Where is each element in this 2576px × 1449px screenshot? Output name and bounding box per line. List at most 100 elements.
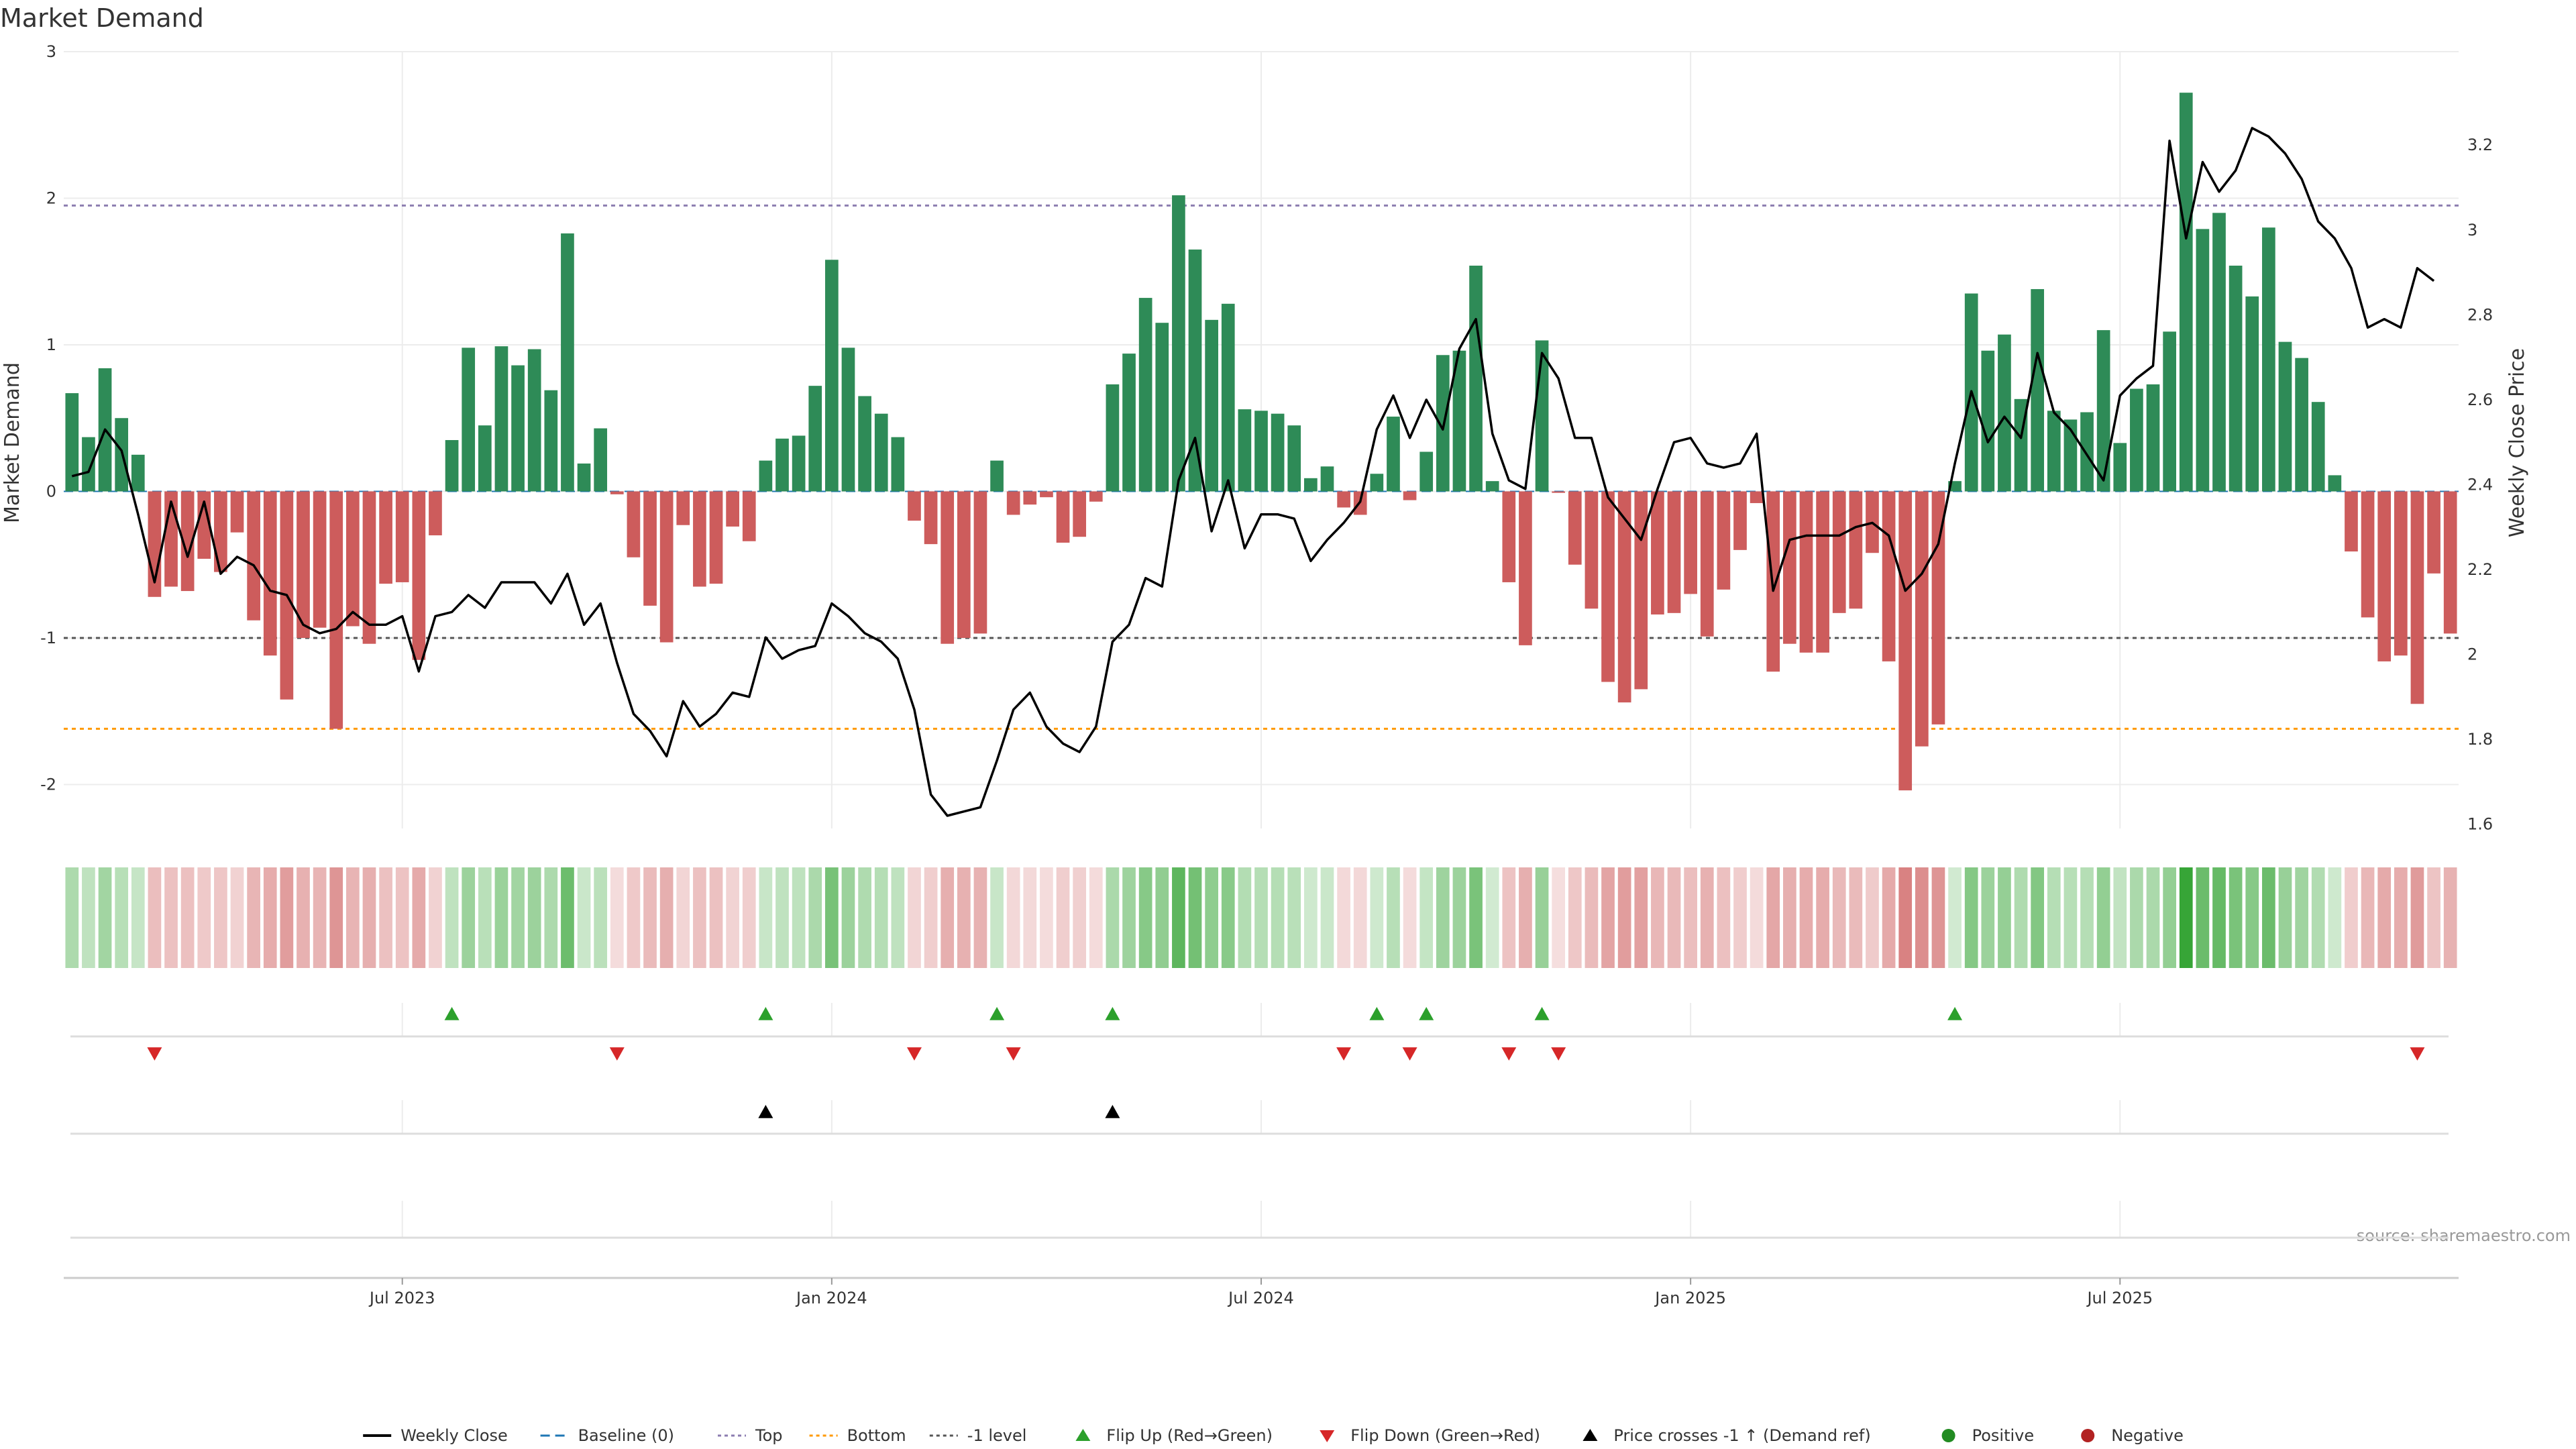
demand-bar — [1370, 474, 1384, 492]
demand-bar — [825, 260, 839, 492]
legend-label: Flip Down (Green→Red) — [1350, 1426, 1540, 1445]
heat-cell — [2031, 867, 2045, 968]
flip-down-marker — [1006, 1047, 1021, 1061]
heat-cell — [1304, 867, 1318, 968]
demand-bar — [346, 491, 360, 627]
heat-cell — [1254, 867, 1268, 968]
demand-bar — [478, 425, 492, 492]
demand-bar — [2212, 213, 2226, 492]
heat-cell — [214, 867, 227, 968]
heat-cell — [1238, 867, 1252, 968]
demand-bar — [561, 233, 574, 492]
demand-bar — [1849, 491, 1863, 609]
demand-bar — [610, 491, 624, 494]
heat-cell — [1519, 867, 1532, 968]
demand-bar — [792, 435, 806, 492]
heat-cell — [2130, 867, 2143, 968]
heat-cell — [1898, 867, 1913, 968]
heat-cell — [2113, 867, 2127, 968]
y2-tick-label: 1.8 — [2467, 730, 2493, 749]
heat-cell — [2278, 867, 2292, 968]
legend-label: -1 level — [967, 1426, 1027, 1445]
heat-cell — [1981, 867, 1995, 968]
demand-bar — [1337, 491, 1350, 508]
demand-bar — [1552, 491, 1566, 493]
heat-cell — [1535, 867, 1549, 968]
demand-bar — [2229, 265, 2243, 492]
heat-cell — [1387, 867, 1400, 968]
demand-bar — [1617, 491, 1631, 703]
flip-up-marker — [1105, 1007, 1120, 1020]
heat-cell — [2245, 867, 2259, 968]
heat-cell — [1799, 867, 1813, 968]
heat-cell — [1552, 867, 1566, 968]
heat-cell — [1205, 867, 1218, 968]
demand-bar — [1254, 411, 1268, 492]
demand-bar — [973, 491, 987, 634]
demand-bar — [2410, 491, 2424, 704]
y2-tick-label: 3 — [2467, 221, 2477, 239]
demand-bar — [2377, 491, 2392, 661]
heat-cell — [362, 867, 376, 968]
demand-bar — [1799, 491, 1813, 653]
legend-swatch — [1941, 1429, 1955, 1442]
demand-bar — [131, 454, 145, 492]
flip-up-marker — [1947, 1007, 1963, 1020]
heat-cell — [2427, 867, 2440, 968]
demand-bar — [2361, 491, 2375, 618]
heat-cell — [2443, 867, 2457, 968]
demand-bar — [1155, 323, 1169, 492]
y-ticks: -2 -1 0 1 2 3 — [40, 42, 56, 794]
demand-bar — [808, 386, 822, 492]
heat-cell — [2163, 867, 2176, 968]
demand-bar — [2130, 388, 2143, 492]
heat-cell — [1436, 867, 1450, 968]
demand-bar — [412, 491, 426, 660]
heat-cell — [1948, 867, 1962, 968]
legend-swatch — [1320, 1430, 1335, 1442]
heat-cell — [2410, 867, 2424, 968]
demand-bar — [1403, 491, 1417, 500]
heat-cell — [990, 867, 1004, 968]
heat-cell — [1089, 867, 1103, 968]
y-tick-label: 2 — [46, 189, 56, 207]
demand-bar — [1519, 491, 1532, 645]
demand-bar — [313, 491, 327, 628]
legend-label: Flip Up (Red→Green) — [1106, 1426, 1273, 1445]
y-tick-label: 0 — [46, 482, 56, 500]
heat-cell — [1502, 867, 1516, 968]
demand-bar — [1205, 319, 1218, 492]
demand-bar — [2179, 93, 2193, 492]
demand-bar — [2345, 491, 2358, 552]
demand-bar — [1700, 491, 1714, 637]
heat-cell — [726, 867, 739, 968]
heat-cell — [2096, 867, 2110, 968]
demand-bar — [941, 491, 955, 644]
heat-cell — [1122, 867, 1136, 968]
heat-cell — [2146, 867, 2160, 968]
price-cross-marker — [1105, 1105, 1120, 1118]
demand-bar — [362, 491, 376, 644]
demand-bar — [1585, 491, 1599, 609]
heat-cell — [659, 867, 674, 968]
heat-cell — [511, 867, 525, 968]
heat-cell — [1750, 867, 1764, 968]
legend-label: Top — [755, 1426, 783, 1445]
heat-cell — [2229, 867, 2243, 968]
heat-cell — [1023, 867, 1037, 968]
demand-bar — [445, 440, 459, 492]
heat-cell — [2311, 867, 2325, 968]
heat-cell — [775, 867, 789, 968]
heat-cell — [858, 867, 871, 968]
demand-bar — [1981, 350, 1995, 492]
demand-bar — [230, 491, 244, 533]
heat-cell — [1766, 867, 1780, 968]
demand-bar — [1419, 451, 1434, 492]
demand-bar — [594, 428, 608, 492]
demand-bar — [1056, 491, 1070, 543]
heat-cell — [297, 867, 310, 968]
heat-cell — [1073, 867, 1087, 968]
heat-cell — [1931, 867, 1945, 968]
heat-cell — [2063, 867, 2078, 968]
